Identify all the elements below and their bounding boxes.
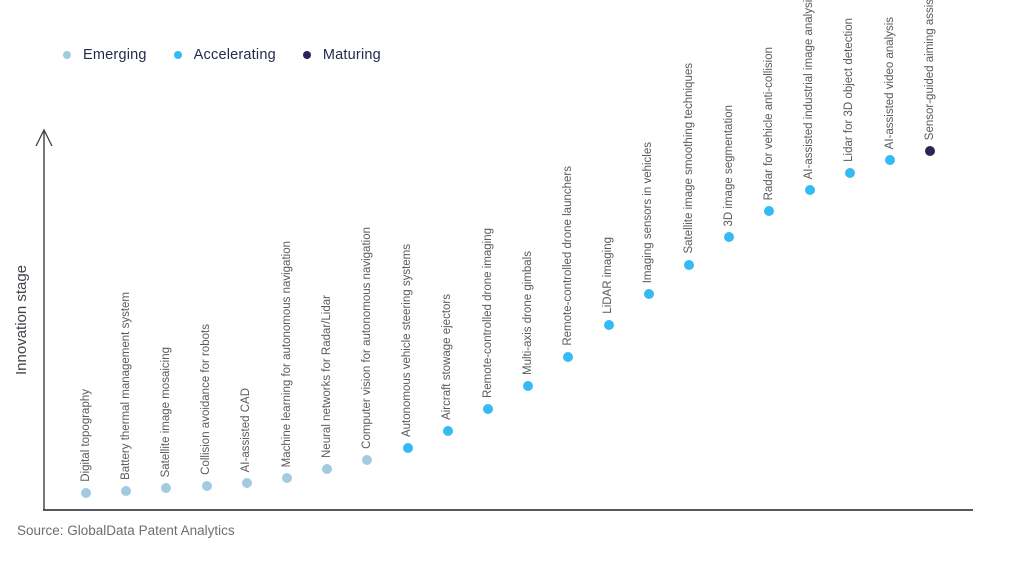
data-point-label: AI-assisted industrial image analysis	[803, 0, 816, 179]
data-point-label: AI-assisted CAD	[240, 387, 253, 472]
y-axis-arrow-icon	[35, 128, 53, 147]
legend-label: Maturing	[322, 47, 381, 63]
data-point-label: Radar for vehicle anti-collision	[762, 46, 775, 200]
data-point-label: Remote-controlled drone launchers	[561, 166, 574, 346]
data-point-dot	[201, 481, 212, 491]
data-point-dot	[161, 483, 172, 493]
data-point-dot	[442, 426, 453, 436]
data-point-dot	[684, 260, 694, 270]
data-point-dot	[804, 185, 815, 195]
data-point-dot	[563, 352, 574, 362]
data-point-label: Machine learning for autonomous navigati…	[280, 240, 293, 467]
data-point-dot	[844, 168, 855, 178]
data-point-label: AI-assisted video analysis	[883, 16, 896, 149]
source-note: Source: GlobalData Patent Analytics	[17, 523, 235, 538]
data-point-label: Sensor-guided aiming assists	[923, 0, 936, 140]
data-point-label: Aircraft stowage ejectors	[441, 294, 454, 420]
data-point-dot	[241, 478, 252, 488]
data-point-label: Neural networks for Radar/Lidar	[320, 295, 333, 458]
legend-item-maturing: Maturing	[302, 47, 381, 63]
legend: Emerging Accelerating Maturing	[63, 47, 381, 63]
data-point-dot	[483, 404, 493, 414]
data-point-dot	[764, 206, 775, 216]
data-point-label: Imaging sensors in vehicles	[642, 141, 655, 283]
data-point-label: Collision avoidance for robots	[200, 324, 213, 475]
data-point-dot	[121, 486, 132, 496]
data-point-label: LiDAR imaging	[602, 237, 615, 314]
data-point-dot	[402, 443, 413, 453]
data-point-label: Autonomous vehicle steering systems	[401, 243, 414, 437]
data-point-dot	[282, 473, 292, 483]
legend-label: Accelerating	[193, 47, 276, 63]
data-point-dot	[362, 455, 373, 465]
legend-item-emerging: Emerging	[63, 47, 147, 63]
data-point-label: 3D image segmentation	[722, 104, 735, 226]
data-point-dot	[81, 488, 91, 498]
data-point-dot	[925, 146, 936, 156]
data-point-dot	[643, 289, 654, 299]
emerging-dot-icon	[63, 51, 71, 59]
data-point-dot	[322, 464, 333, 474]
accelerating-dot-icon	[173, 51, 182, 59]
data-point-label: Digital topography	[79, 389, 92, 482]
data-point-label: Satellite image mosaicing	[159, 346, 172, 477]
legend-item-accelerating: Accelerating	[173, 47, 276, 63]
data-point-label: Satellite image smoothing techniques	[682, 63, 695, 254]
maturing-dot-icon	[302, 51, 311, 59]
data-point-dot	[603, 320, 614, 330]
data-point-dot	[724, 232, 735, 242]
data-point-label: Remote-controlled drone imaging	[481, 227, 494, 398]
data-point-label: Computer vision for autonomous navigatio…	[360, 227, 373, 449]
data-point-label: Multi-axis drone gimbals	[521, 251, 534, 375]
data-point-label: Lidar for 3D object detection	[843, 18, 856, 162]
data-point-label: Battery thermal management system	[119, 292, 132, 480]
data-point-dot	[523, 381, 534, 391]
data-point-dot	[885, 155, 895, 165]
legend-label: Emerging	[83, 47, 147, 63]
